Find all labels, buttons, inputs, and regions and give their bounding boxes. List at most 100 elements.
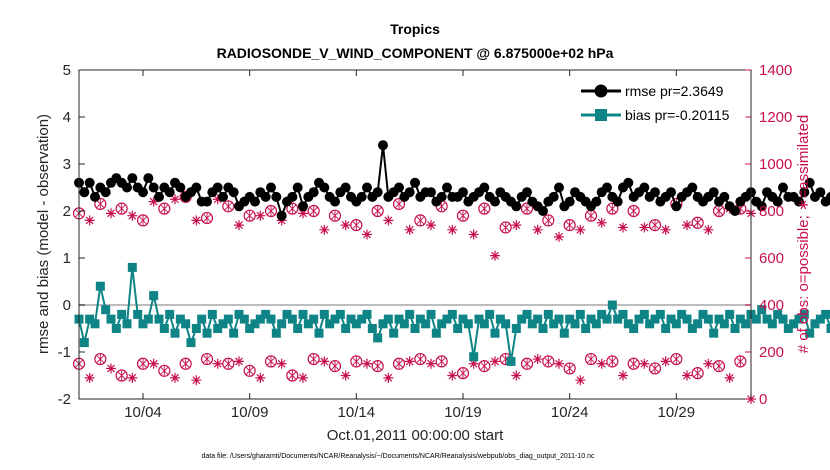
obs-possible-marker: [648, 219, 662, 232]
obs-possible-marker-star: [544, 356, 553, 367]
bias-point: [517, 314, 527, 324]
bias-point: [495, 314, 505, 324]
obs-possible-marker: [542, 214, 555, 227]
left-y-axis-label: rmse and bias (model - observation): [35, 114, 52, 354]
bias-point: [810, 319, 820, 329]
bias-point: [549, 319, 559, 329]
obs-assimilated-marker: [191, 375, 202, 386]
right-y-tick-label: 0: [759, 391, 767, 408]
obs-possible-marker-star: [544, 215, 553, 226]
bias-point: [346, 314, 356, 324]
rmse-point: [458, 187, 468, 198]
rmse-point: [276, 210, 287, 221]
right-y-axis-ticks: 0 200 400 600 800 1000 1200 1400: [745, 62, 792, 408]
bias-point: [821, 309, 830, 319]
rmse-point: [138, 187, 148, 198]
right-y-tick-label: 200: [759, 344, 784, 361]
rmse-point: [404, 187, 415, 198]
obs-possible-marker-star: [586, 354, 596, 365]
bias-point: [357, 314, 367, 324]
obs-possible-marker-star: [629, 358, 638, 369]
obs-assimilated-marker: [170, 194, 180, 205]
obs-possible-marker: [307, 204, 320, 218]
obs-assimilated-marker: [106, 208, 116, 219]
obs-possible-marker: [222, 357, 235, 370]
right-y-tick-label: 800: [759, 203, 784, 220]
obs-possible-marker: [264, 204, 278, 218]
obs-possible-marker-star: [309, 206, 318, 216]
bias-point: [383, 314, 393, 324]
bias-point: [693, 319, 703, 329]
obs-possible-marker: [350, 219, 363, 232]
rmse-point: [372, 187, 383, 198]
bias-point: [581, 324, 591, 333]
bias-point: [367, 324, 377, 333]
rmse-point: [799, 187, 810, 198]
bias-point: [778, 314, 788, 324]
bias-point: [175, 314, 185, 324]
bias-point: [698, 309, 708, 319]
obs-possible-marker: [286, 202, 299, 215]
obs-possible-marker-star: [224, 358, 233, 369]
bias-point: [314, 328, 324, 338]
legend-rmse-label: rmse pr=2.3649: [625, 83, 724, 99]
obs-assimilated-marker: [340, 220, 351, 231]
obs-assimilated-marker: [660, 224, 671, 235]
obs-possible-marker: [243, 364, 256, 377]
obs-possible-marker-star: [288, 370, 297, 381]
obs-possible-marker: [94, 352, 107, 366]
bias-point: [95, 281, 105, 291]
bias-point: [271, 328, 281, 338]
bias-point: [767, 319, 777, 329]
chart-title: Tropics: [390, 21, 440, 37]
obs-assimilated-marker: [298, 208, 308, 219]
obs-assimilated-marker: [618, 222, 628, 233]
obs-possible-marker: [115, 369, 128, 382]
obs-possible-marker: [499, 221, 512, 234]
bias-point: [613, 314, 623, 324]
bias-point: [799, 309, 809, 319]
bias-point: [735, 314, 745, 324]
rmse-point: [650, 187, 660, 198]
bias-point: [165, 309, 175, 319]
bias-point: [586, 314, 596, 324]
chart-subtitle: RADIOSONDE_V_WIND_COMPONENT @ 6.875000e+…: [217, 45, 614, 61]
obs-assimilated-marker: [212, 358, 223, 369]
obs-possible-marker: [648, 362, 662, 375]
left-y-tick-label: 0: [63, 297, 71, 314]
rmse-point: [804, 177, 815, 188]
bias-point: [522, 309, 532, 319]
rmse-point: [554, 182, 564, 193]
obs-possible-marker-star: [437, 356, 446, 367]
bias-point: [751, 314, 761, 324]
left-y-axis-ticks: -2 -1 0 1 2 3 4 5: [58, 62, 85, 408]
obs-possible-marker-star: [565, 363, 574, 374]
bias-point: [479, 319, 489, 329]
legend: rmse pr=2.3649 bias pr=-0.20115: [576, 77, 746, 129]
rmse-point: [202, 196, 212, 207]
obs-assimilated-marker: [362, 358, 372, 369]
bias-point: [629, 324, 639, 333]
rmse-point: [164, 187, 175, 198]
obs-assimilated-marker: [511, 220, 522, 231]
obs-possible-marker-star: [522, 358, 532, 369]
bias-point: [255, 314, 265, 324]
obs-possible-marker-star: [96, 354, 105, 365]
bias-point: [282, 309, 292, 319]
bias-point: [741, 319, 751, 329]
bias-point: [325, 319, 335, 329]
obs-possible-marker: [94, 197, 107, 211]
obs-assimilated-marker: [660, 356, 671, 367]
bias-point: [293, 324, 303, 333]
obs-assimilated-marker: [532, 224, 543, 235]
bias-point: [490, 328, 500, 338]
bias-point: [159, 324, 169, 333]
obs-possible-marker-star: [202, 213, 212, 224]
bias-point: [79, 338, 89, 348]
bias-point: [511, 324, 521, 333]
obs-possible-marker-star: [714, 361, 724, 372]
bias-point: [682, 314, 692, 324]
rmse-series: [74, 140, 830, 221]
obs-assimilated-marker: [191, 215, 202, 226]
obs-assimilated-marker: [84, 372, 95, 383]
